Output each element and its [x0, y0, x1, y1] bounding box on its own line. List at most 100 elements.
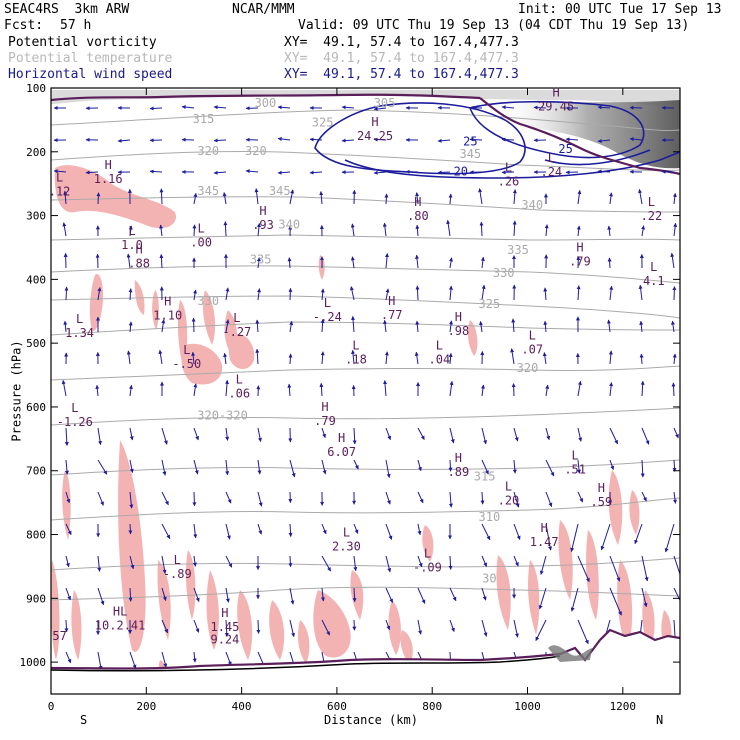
wind-arrow: [193, 523, 198, 539]
extremum-value: 6.07: [327, 445, 356, 459]
wind-arrow: [225, 587, 230, 603]
wind-arrow: [65, 555, 70, 568]
axes: 0 200 400 600 800 1000 1200 100 200 300 400 500 600 7…: [20, 82, 680, 713]
legend-wind-xy: XY= 49.1, 57.4 to 167.4,477.3: [284, 67, 519, 82]
extremum-type: H: [455, 310, 462, 324]
wind-arrow: [469, 137, 483, 142]
wind-arrow: [97, 459, 108, 475]
wind-arrow: [97, 491, 104, 506]
wind-arrow: [181, 105, 195, 110]
extremum-value: .24: [540, 165, 562, 179]
extremum-type: H: [414, 195, 421, 209]
wind-arrow: [224, 619, 229, 637]
wind-arrow: [634, 523, 643, 545]
wind-arrow: [352, 427, 357, 445]
wind-arrow: [385, 459, 391, 478]
wind-arrow: [321, 555, 332, 572]
wind-arrow: [128, 288, 133, 301]
wind-arrow: [437, 170, 451, 175]
wind-arrow: [385, 427, 392, 441]
wind-arrow: [255, 319, 260, 333]
wind-arrow: [161, 587, 167, 601]
wind-arrow: [501, 105, 515, 110]
extremum-type: L: [197, 221, 204, 235]
wind-arrow: [481, 587, 487, 601]
pv-tropopause-line: [51, 93, 680, 176]
wind-arrow: [373, 137, 387, 142]
wind-arrow: [448, 193, 453, 205]
extremum-value: 1.16: [94, 172, 123, 186]
wind-arrow: [577, 189, 582, 205]
wind-arrow: [609, 382, 614, 397]
wind-arrow: [254, 188, 259, 205]
y-tick-label: 800: [26, 529, 46, 542]
extremum-value: .20: [498, 494, 520, 508]
wind-arrow: [512, 189, 517, 205]
wind-arrow: [672, 353, 677, 365]
wind-arrow: [126, 350, 131, 365]
wind-arrow: [191, 351, 196, 365]
wind-arrow: [639, 353, 644, 365]
extremum-value: .51: [564, 462, 586, 476]
x-tick-label: 1200: [610, 700, 637, 713]
wind-arrow: [481, 384, 485, 397]
wind-arrow: [609, 427, 619, 445]
wind-arrow: [223, 352, 228, 365]
wind-arrow: [256, 619, 261, 634]
wind-arrow: [353, 459, 359, 470]
wind-arrow: [576, 459, 581, 474]
extremum-type: L: [505, 161, 512, 175]
extremum-type: H: [136, 242, 143, 256]
extremum-value: -.89: [163, 567, 192, 581]
y-tick-label: 900: [26, 592, 46, 605]
wind-arrow: [289, 459, 296, 478]
theta-contour-label: 315: [193, 112, 215, 126]
wind-arrow: [97, 555, 102, 572]
wind-arrow: [149, 106, 163, 111]
wind-arrow: [513, 555, 519, 567]
wind-arrow: [129, 555, 135, 570]
wind-arrow: [478, 321, 483, 333]
wind-arrow: [577, 380, 582, 397]
wind-arrow: [597, 138, 611, 143]
wind-arrow: [577, 555, 590, 583]
wind-arrow: [288, 555, 293, 568]
wind-arrow: [128, 225, 133, 237]
wind-arrow: [245, 169, 259, 174]
wind-contour-label: 25: [558, 142, 572, 156]
wind-arrow: [417, 491, 424, 504]
wind-arrow: [609, 587, 622, 616]
wind-arrow: [288, 353, 293, 365]
wind-arrow: [85, 170, 99, 175]
wind-arrow: [289, 189, 295, 205]
extremum-value: .12: [49, 184, 71, 198]
wind-arrow: [309, 170, 323, 175]
extremum-value: -.27: [222, 325, 251, 339]
extremum-value: 1.0: [121, 238, 143, 252]
wind-arrow: [321, 459, 327, 475]
wind-arrow: [384, 193, 389, 205]
wind-arrow: [415, 285, 420, 301]
wind-arrow: [448, 285, 453, 301]
wind-arrow: [161, 427, 168, 445]
wind-arrow: [65, 651, 72, 664]
wind-arrow: [638, 188, 643, 205]
extremum-type: L: [56, 170, 63, 184]
extremum-type: L: [572, 448, 579, 462]
wind-arrow: [349, 286, 355, 301]
wind-arrow: [319, 382, 324, 397]
wind-arrow: [161, 651, 168, 668]
wind-arrow: [289, 587, 295, 605]
wind-arrow: [607, 225, 612, 237]
extremum-value: .89: [448, 465, 470, 479]
wind-arrow: [570, 523, 579, 552]
wind-arrow: [417, 555, 423, 568]
center-name: NCAR/MMM: [232, 2, 295, 17]
wind-arrow: [542, 352, 547, 365]
extremum-type: L: [128, 224, 135, 238]
wind-arrow: [126, 253, 131, 269]
extremum-type: L: [76, 312, 83, 326]
wind-arrow: [609, 459, 615, 471]
x-tick-label: 800: [422, 700, 442, 713]
